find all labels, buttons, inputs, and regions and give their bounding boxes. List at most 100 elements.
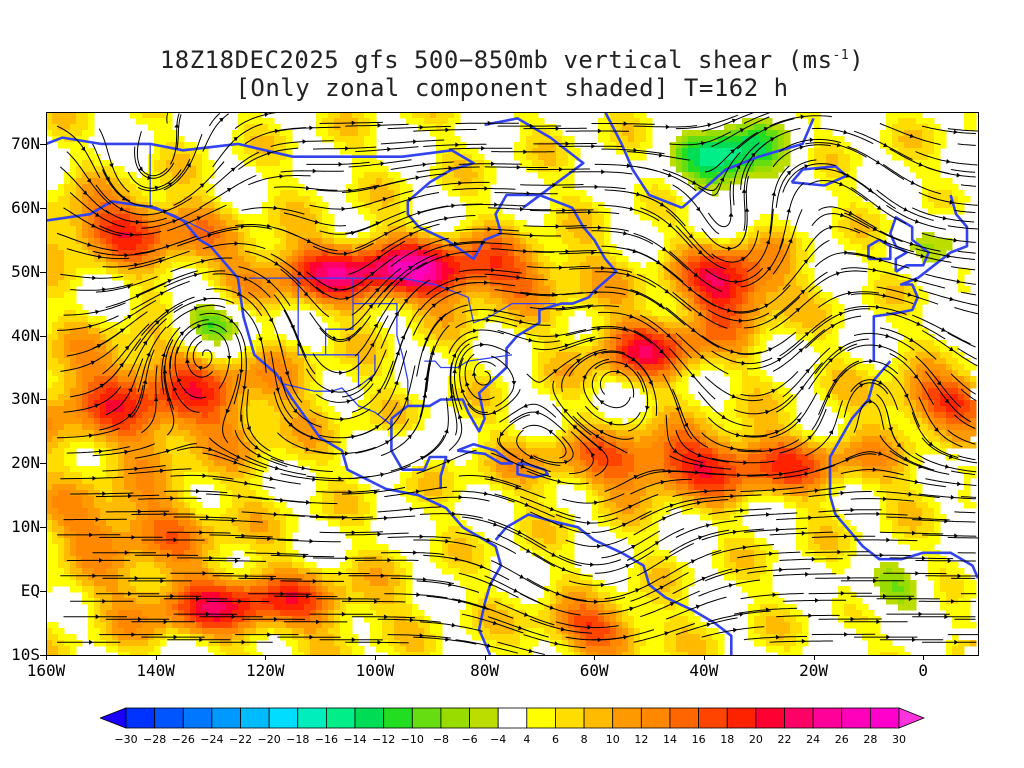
- streamline-arrowhead: [205, 514, 210, 520]
- longitude-label: 60W: [579, 661, 609, 680]
- streamline: [491, 248, 555, 253]
- streamline: [555, 211, 620, 215]
- streamline-arrowhead: [909, 133, 915, 139]
- streamline-arrowhead: [591, 143, 596, 149]
- streamline: [630, 572, 689, 602]
- streamline-arrowhead: [608, 421, 613, 426]
- streamline-arrowhead: [804, 164, 809, 169]
- streamline-arrowhead: [81, 146, 86, 152]
- streamline-arrowhead: [664, 631, 669, 636]
- streamline-arrowhead: [844, 534, 849, 539]
- streamline: [662, 169, 721, 192]
- streamline-arrowhead: [518, 625, 523, 631]
- streamline: [56, 125, 101, 179]
- streamline-arrowhead: [786, 170, 792, 176]
- streamline-arrowhead: [163, 511, 168, 517]
- streamline-arrowhead: [885, 333, 890, 339]
- streamline: [458, 344, 511, 369]
- streamline: [555, 621, 619, 629]
- streamline-arrowhead: [741, 188, 747, 193]
- streamline-arrowhead: [828, 429, 833, 435]
- streamline-arrowhead: [631, 356, 636, 362]
- streamline: [413, 129, 477, 132]
- streamline: [555, 514, 618, 524]
- streamline-arrowhead: [660, 479, 665, 485]
- coastline-2: [46, 136, 618, 433]
- streamline: [234, 112, 278, 130]
- streamline: [769, 640, 833, 643]
- streamline-arrowhead: [847, 575, 852, 581]
- streamline-arrowhead: [582, 374, 587, 380]
- streamline-arrowhead: [135, 219, 140, 225]
- streamline-arrowhead: [732, 529, 738, 535]
- colorbar-swatch: [125, 707, 156, 729]
- streamline: [277, 126, 341, 132]
- streamline: [669, 455, 732, 470]
- streamline-arrowhead: [274, 128, 279, 134]
- streamline-arrowhead: [208, 446, 213, 452]
- streamline-arrowhead: [256, 453, 262, 458]
- streamline: [66, 151, 111, 205]
- streamline-arrowhead: [128, 493, 133, 499]
- streamline-arrowhead: [667, 222, 673, 228]
- streamline-arrowhead: [444, 216, 449, 221]
- streamline: [312, 353, 367, 374]
- streamline-arrowhead: [231, 614, 236, 620]
- streamline: [306, 271, 365, 291]
- streamline-arrowhead: [815, 598, 819, 603]
- streamline: [316, 383, 374, 403]
- streamline: [818, 360, 860, 416]
- streamline: [675, 429, 729, 463]
- streamline-arrowhead: [773, 315, 778, 320]
- streamline-arrowhead: [875, 304, 881, 310]
- streamline-arrowhead: [736, 164, 741, 170]
- streamline-arrowhead: [744, 207, 750, 212]
- streamline-arrowhead: [124, 252, 129, 258]
- streamline-arrowhead: [130, 232, 135, 238]
- streamline: [98, 225, 162, 236]
- streamline: [462, 516, 523, 538]
- streamline-arrowhead: [316, 619, 321, 625]
- streamline-arrowhead: [274, 261, 279, 266]
- streamline: [63, 302, 126, 316]
- streamline: [665, 414, 704, 464]
- streamline: [105, 209, 167, 223]
- streamline: [455, 531, 517, 555]
- streamline-arrowhead: [719, 177, 725, 182]
- streamline: [737, 551, 801, 559]
- streamline-arrowhead: [488, 581, 494, 587]
- streamline-arrowhead: [801, 530, 806, 536]
- streamline: [840, 171, 896, 210]
- streamline: [668, 348, 716, 400]
- streamline-arrowhead: [445, 286, 451, 292]
- streamline-arrowhead: [562, 208, 567, 213]
- streamline: [805, 400, 844, 457]
- streamline-arrowhead: [167, 182, 173, 187]
- streamline-arrowhead: [277, 551, 282, 557]
- streamline-arrowhead: [102, 287, 107, 293]
- streamline-arrowhead: [730, 445, 735, 451]
- latitude-label: EQ: [20, 581, 40, 601]
- streamline: [170, 474, 234, 480]
- streamline: [319, 531, 383, 534]
- streamline-arrowhead: [796, 418, 802, 423]
- streamline: [529, 511, 591, 534]
- streamline: [804, 226, 861, 252]
- streamline-arrowhead: [882, 293, 887, 298]
- streamline-arrowhead: [956, 172, 961, 178]
- streamline: [128, 468, 192, 475]
- streamline: [915, 248, 976, 260]
- streamline-arrowhead: [119, 206, 125, 211]
- streamline-arrowhead: [878, 380, 883, 385]
- streamline-arrowhead: [338, 571, 343, 576]
- streamline: [163, 365, 175, 436]
- colorbar-swatch: [669, 707, 699, 729]
- streamline: [102, 256, 166, 268]
- colorbar-label: 24: [806, 733, 821, 746]
- streamline-arrowhead: [127, 284, 132, 289]
- streamline-arrowhead: [89, 532, 94, 538]
- colorbar-label: −28: [143, 733, 167, 746]
- streamline: [562, 291, 626, 296]
- streamline-arrowhead: [591, 250, 596, 256]
- coastline-5: [604, 112, 683, 210]
